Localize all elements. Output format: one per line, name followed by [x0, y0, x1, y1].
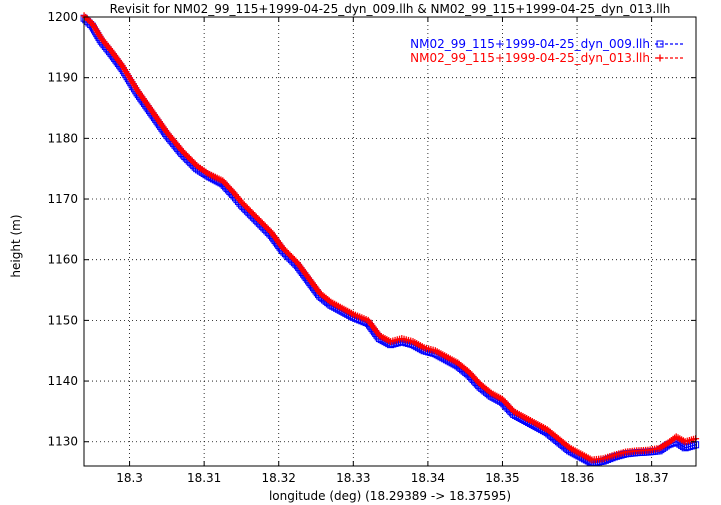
legend-marker — [656, 40, 664, 48]
legend-label: NM02_99_115+1999-04-25_dyn_009.llh — [410, 37, 650, 51]
x-tick-label: 18.33 — [336, 471, 370, 485]
x-tick-label: 18.32 — [262, 471, 296, 485]
y-tick-label: 1150 — [47, 313, 78, 327]
x-axis-label: longitude (deg) (18.29389 -> 18.37595) — [269, 489, 511, 503]
legend: NM02_99_115+1999-04-25_dyn_009.llhNM02_9… — [410, 37, 684, 65]
x-tick-label: 18.35 — [485, 471, 519, 485]
x-tick-label: 18.37 — [634, 471, 668, 485]
data-point — [85, 17, 93, 25]
ticks: 18.3 18.31 18.32 18.33 18.34 18.35 18.36 18.37 1… — [47, 10, 696, 485]
chart-title: Revisit for NM02_99_115+1999-04-25_dyn_0… — [110, 2, 671, 16]
y-tick-label: 1200 — [47, 10, 78, 24]
y-tick-label: 1130 — [47, 435, 78, 449]
legend-marker — [656, 54, 664, 62]
legend-label: NM02_99_115+1999-04-25_dyn_013.llh — [410, 51, 650, 65]
x-tick-label: 18.34 — [411, 471, 445, 485]
series-layer — [80, 12, 700, 467]
series-2 — [80, 12, 700, 464]
y-axis-label: height (m) — [9, 214, 23, 277]
x-tick-label: 18.36 — [560, 471, 594, 485]
y-tick-label: 1140 — [47, 374, 78, 388]
y-tick-label: 1190 — [47, 71, 78, 85]
legend-entry: NM02_99_115+1999-04-25_dyn_013.llh — [410, 51, 684, 65]
y-tick-label: 1180 — [47, 131, 78, 145]
y-tick-label: 1170 — [47, 192, 78, 206]
plot-frame — [83, 16, 697, 467]
x-tick-label: 18.3 — [116, 471, 143, 485]
legend-entry: NM02_99_115+1999-04-25_dyn_009.llh — [410, 37, 684, 51]
x-tick-label: 18.31 — [187, 471, 221, 485]
y-tick-label: 1160 — [47, 253, 78, 267]
